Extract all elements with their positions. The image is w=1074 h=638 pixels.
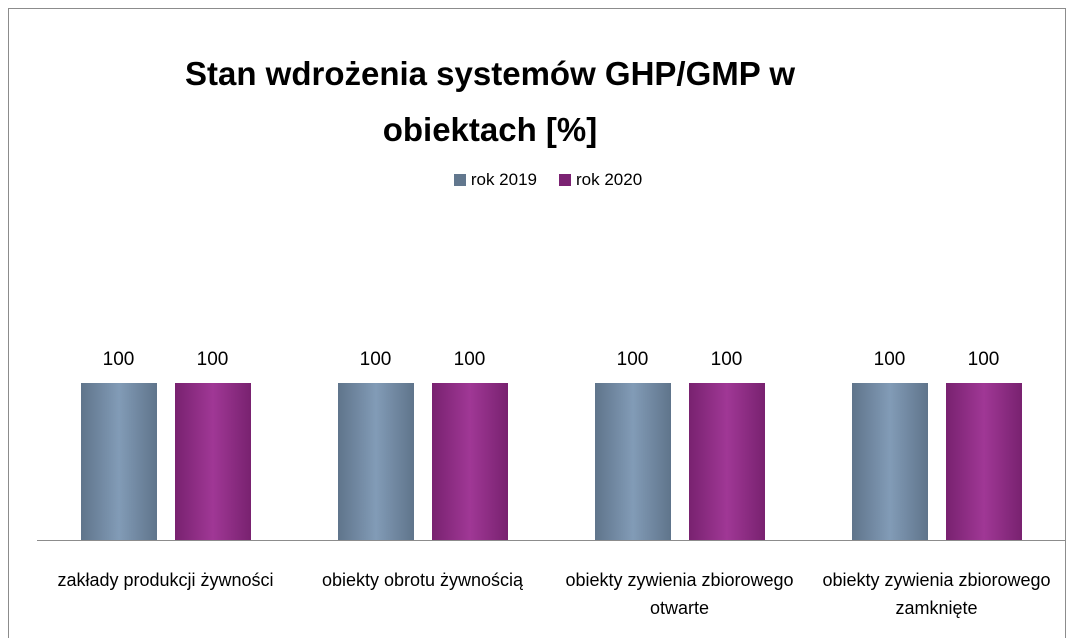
bar: [337, 383, 414, 540]
data-label: 100: [453, 349, 486, 370]
data-label: 100: [873, 349, 906, 370]
chart-title: Stan wdrożenia systemów GHP/GMP w obiekt…: [184, 55, 796, 148]
legend-swatch: [453, 174, 466, 186]
x-tick-label: obiekty zywienia zbiorowego otwarte: [565, 570, 794, 618]
x-axis: [37, 540, 1065, 541]
bar: [851, 383, 928, 540]
legend: rok 2019 rok 2020: [0, 170, 1074, 190]
data-label: 100: [616, 349, 649, 370]
data-label: 100: [102, 349, 135, 370]
bar: [688, 383, 765, 540]
bar: [945, 383, 1022, 540]
data-label: 100: [196, 349, 229, 370]
bar: [594, 383, 671, 540]
legend-label: rok 2020: [576, 170, 643, 189]
x-tick-label: obiekty obrotu żywnością: [321, 570, 524, 590]
data-label: 100: [359, 349, 392, 370]
bar: [431, 383, 508, 540]
chart-frame: [8, 8, 1066, 638]
bar: [174, 383, 251, 540]
x-tick-label: obiekty zywienia zbiorowego zamknięte: [822, 570, 1051, 618]
bar: [80, 383, 157, 540]
legend-swatch: [559, 174, 571, 186]
data-label: 100: [710, 349, 743, 370]
x-tick-label: zakłady produkcji żywności: [57, 570, 274, 590]
legend-item: rok 2020: [559, 170, 642, 190]
legend-item: rok 2019: [453, 170, 537, 190]
legend-label: rok 2019: [470, 170, 537, 189]
data-label: 100: [967, 349, 1000, 370]
